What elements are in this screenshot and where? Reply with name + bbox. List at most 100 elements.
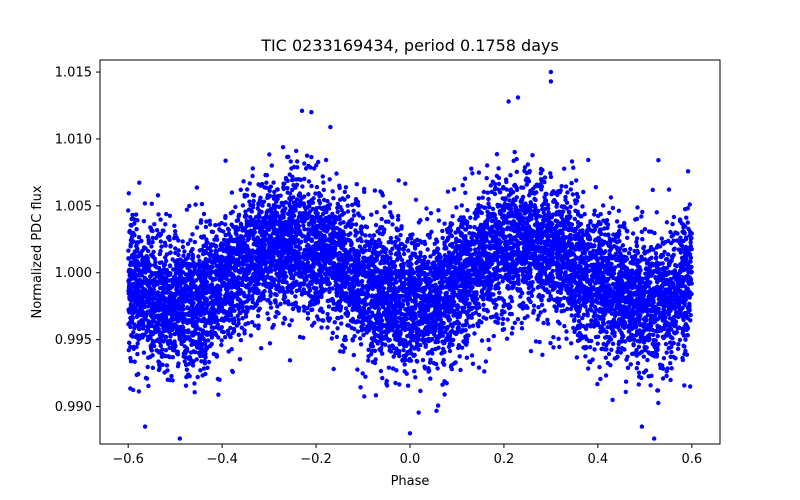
data-point <box>500 321 505 326</box>
data-point <box>641 354 646 359</box>
data-point <box>150 239 155 245</box>
data-point <box>481 302 486 307</box>
data-point <box>573 201 578 206</box>
data-point <box>266 202 272 208</box>
data-point <box>683 237 689 242</box>
data-point <box>659 236 664 241</box>
data-point <box>164 211 169 217</box>
data-point <box>518 294 523 299</box>
data-point <box>630 231 636 236</box>
data-point <box>428 357 433 362</box>
data-point <box>568 306 574 312</box>
data-point <box>201 211 207 217</box>
data-point <box>446 250 452 255</box>
data-point <box>233 204 238 210</box>
data-point <box>390 222 395 227</box>
data-point <box>587 359 592 364</box>
data-point <box>257 306 262 311</box>
data-point <box>198 218 204 223</box>
data-point <box>331 196 336 201</box>
data-point <box>567 221 573 226</box>
data-point <box>352 334 357 339</box>
data-point <box>679 243 685 248</box>
data-point <box>342 189 347 195</box>
data-point <box>556 336 561 341</box>
data-point <box>309 154 314 160</box>
data-point <box>505 285 510 290</box>
data-point <box>580 204 585 209</box>
data-point <box>571 325 576 331</box>
data-point <box>302 227 307 232</box>
data-point <box>557 344 562 350</box>
data-point <box>304 153 310 158</box>
data-point <box>592 208 597 213</box>
data-point <box>242 192 247 198</box>
data-point <box>371 233 377 238</box>
data-point <box>223 158 228 163</box>
data-point <box>337 183 342 188</box>
data-point <box>535 285 540 290</box>
data-point <box>604 347 609 352</box>
data-point <box>541 320 546 326</box>
data-point <box>586 366 591 371</box>
data-point <box>413 197 419 202</box>
data-point <box>193 202 198 207</box>
data-point <box>382 204 387 209</box>
data-point <box>442 362 447 367</box>
data-point <box>410 251 415 256</box>
data-point <box>620 243 626 248</box>
data-point <box>505 317 510 322</box>
data-point <box>603 373 609 378</box>
data-point <box>305 311 311 316</box>
data-point <box>321 197 327 203</box>
data-point <box>588 254 593 260</box>
data-point <box>183 362 189 368</box>
data-point <box>295 159 300 164</box>
data-point <box>150 235 155 241</box>
data-point <box>366 347 371 352</box>
data-point <box>531 310 536 315</box>
data-point <box>192 239 198 245</box>
data-point <box>481 315 486 320</box>
data-point <box>165 368 170 373</box>
data-point <box>442 392 447 397</box>
data-point <box>316 317 321 322</box>
data-point <box>386 365 392 370</box>
data-point <box>339 321 344 326</box>
data-point <box>159 244 164 249</box>
data-point <box>309 183 314 189</box>
data-point <box>496 175 502 181</box>
data-point <box>640 209 645 215</box>
data-point <box>548 174 554 180</box>
data-point <box>282 316 288 322</box>
data-point <box>285 185 290 191</box>
data-point <box>369 351 374 357</box>
data-point <box>428 376 433 381</box>
data-point <box>607 248 613 253</box>
data-point <box>663 341 669 347</box>
data-point <box>387 200 393 206</box>
data-point <box>616 208 622 213</box>
data-point <box>557 321 562 326</box>
data-point <box>485 190 490 195</box>
data-point <box>387 348 392 353</box>
data-point <box>418 343 423 348</box>
data-point <box>668 229 673 235</box>
chart-title: TIC 0233169434, period 0.1758 days <box>260 36 559 55</box>
data-point <box>219 342 224 348</box>
data-point <box>617 224 622 229</box>
data-point <box>509 285 515 290</box>
data-point <box>565 190 570 195</box>
data-point <box>168 250 173 255</box>
data-point <box>326 304 332 309</box>
data-point <box>243 314 249 319</box>
data-point <box>265 311 270 316</box>
data-point <box>290 306 296 312</box>
data-point <box>126 191 131 196</box>
data-point <box>432 241 437 246</box>
data-point <box>581 189 586 195</box>
data-point <box>488 183 493 188</box>
data-point <box>236 214 241 219</box>
data-point <box>386 219 391 224</box>
data-point <box>210 229 216 235</box>
